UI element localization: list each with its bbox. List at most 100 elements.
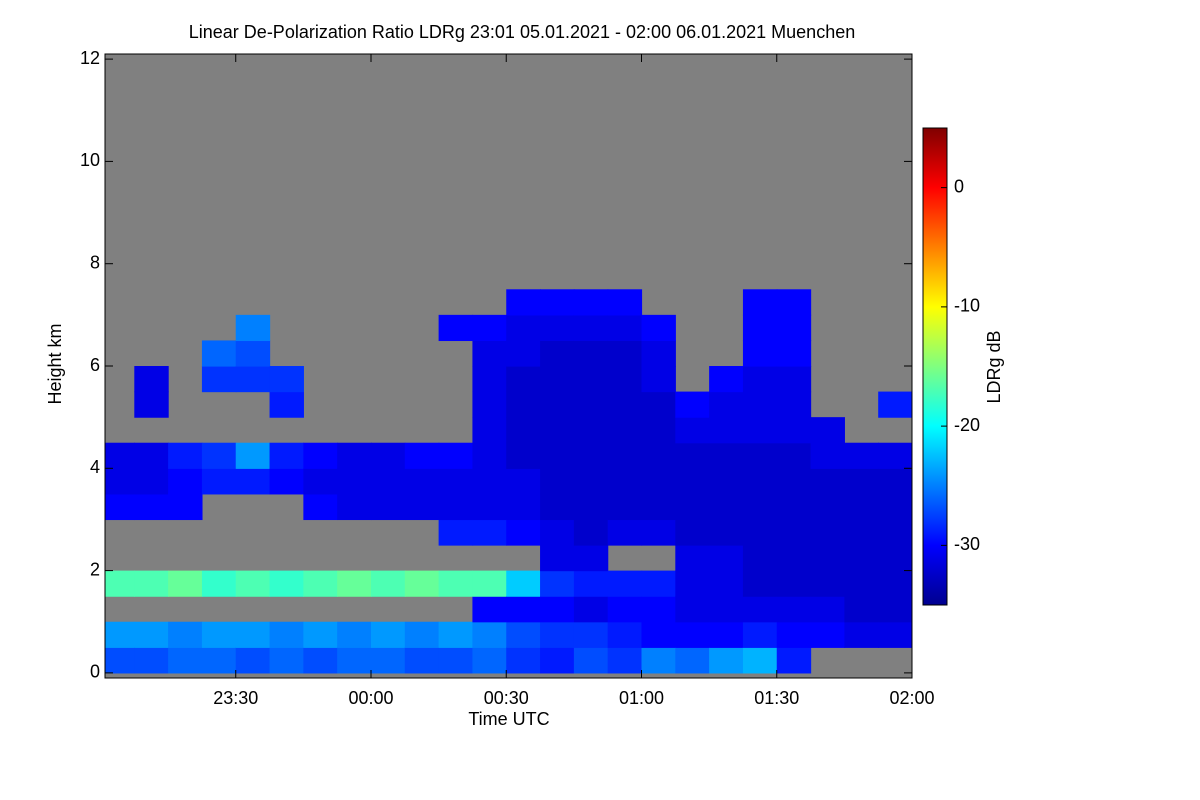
cell [709,417,744,444]
cell [540,647,575,674]
cell [438,468,474,495]
cell [742,570,778,597]
cell [337,570,372,597]
cell [506,468,541,495]
cell [607,596,643,623]
cell [742,391,778,418]
cell [742,519,778,546]
x-tick-label: 23:30 [213,688,258,708]
x-tick-label: 00:30 [484,688,529,708]
cell [675,417,710,444]
cell [269,366,304,393]
colorbar-tick-label: -30 [954,534,980,554]
cell [472,442,507,469]
cell [105,621,135,648]
cell [303,442,338,469]
cell [742,340,778,367]
cell [675,519,710,546]
cell [303,493,338,521]
cell [709,468,744,495]
x-tick-label: 01:00 [619,688,664,708]
cell [742,493,778,521]
cell [607,340,643,367]
cell [506,417,541,444]
cell [201,366,237,393]
cell [105,493,135,521]
cell [776,442,812,469]
cell [844,570,879,597]
cell [641,391,676,418]
cell [776,314,812,342]
cell [235,366,271,393]
cell [573,596,609,623]
cell [269,570,304,597]
cell [134,468,169,495]
cell [776,493,812,521]
y-tick-label: 8 [90,252,100,272]
cell [573,417,609,444]
heatmap [105,54,912,678]
cell [709,545,744,572]
cell [105,468,135,495]
cell [201,621,237,648]
cell [776,570,812,597]
cell [776,417,812,444]
cell [878,442,912,469]
cell [540,314,575,342]
cell [607,366,643,393]
cell [472,493,507,521]
cell [776,621,812,648]
cell [641,314,676,342]
cell [810,545,845,572]
y-axis-label: Height km [45,323,65,404]
chart-title: Linear De-Polarization Ratio LDRg 23:01 … [189,22,855,42]
cell [540,519,575,546]
cell [540,340,575,367]
cell [370,442,406,469]
cell [641,570,676,597]
cell [201,442,237,469]
cell [641,340,676,367]
cell [269,391,304,418]
cell [506,519,541,546]
cell [472,314,507,342]
cell [540,289,575,316]
cell [742,468,778,495]
cell [201,647,237,674]
cell [506,289,541,316]
cell [303,468,338,495]
cell [540,417,575,444]
cell [573,340,609,367]
cell [269,442,304,469]
cell [506,314,541,342]
cell [709,596,744,623]
cell [709,391,744,418]
cell [337,647,372,674]
cell [742,289,778,316]
cell [472,468,507,495]
colorbar-tick-label: -20 [954,415,980,435]
cell [573,545,609,572]
axes: 23:30 00:00 00:30 01:00 01:30 02:00 0 2 4 6 8 10 12 0… [80,48,980,708]
cell [337,468,372,495]
cell [573,289,609,316]
cell [675,570,710,597]
cell [776,391,812,418]
cell [844,442,879,469]
cell [472,417,507,444]
cell [438,493,474,521]
cell [540,391,575,418]
cell [134,621,169,648]
cell [573,442,609,469]
cell [810,417,845,444]
cell [337,493,372,521]
cell [506,442,541,469]
cell [641,468,676,495]
cell [235,314,271,342]
cell [201,570,237,597]
cell [607,442,643,469]
cell [641,493,676,521]
cell [506,340,541,367]
cell [472,340,507,367]
